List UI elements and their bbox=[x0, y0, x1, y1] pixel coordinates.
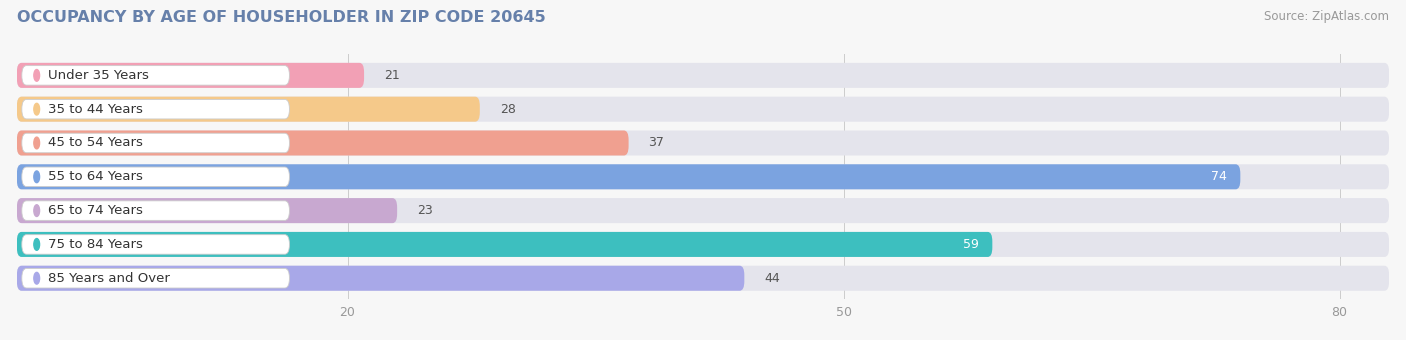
Circle shape bbox=[34, 103, 39, 115]
FancyBboxPatch shape bbox=[22, 201, 290, 220]
FancyBboxPatch shape bbox=[17, 97, 479, 122]
FancyBboxPatch shape bbox=[17, 164, 1389, 189]
FancyBboxPatch shape bbox=[17, 232, 993, 257]
Text: 65 to 74 Years: 65 to 74 Years bbox=[48, 204, 143, 217]
FancyBboxPatch shape bbox=[22, 66, 290, 85]
FancyBboxPatch shape bbox=[22, 167, 290, 187]
FancyBboxPatch shape bbox=[22, 133, 290, 153]
FancyBboxPatch shape bbox=[17, 97, 1389, 122]
FancyBboxPatch shape bbox=[22, 269, 290, 288]
Text: 28: 28 bbox=[499, 103, 516, 116]
Text: 75 to 84 Years: 75 to 84 Years bbox=[48, 238, 143, 251]
FancyBboxPatch shape bbox=[17, 232, 1389, 257]
Text: 21: 21 bbox=[384, 69, 399, 82]
Circle shape bbox=[34, 205, 39, 217]
Text: Under 35 Years: Under 35 Years bbox=[48, 69, 149, 82]
Text: 45 to 54 Years: 45 to 54 Years bbox=[48, 136, 143, 150]
Circle shape bbox=[34, 272, 39, 284]
Text: 44: 44 bbox=[765, 272, 780, 285]
FancyBboxPatch shape bbox=[17, 164, 1240, 189]
Text: 55 to 64 Years: 55 to 64 Years bbox=[48, 170, 143, 183]
FancyBboxPatch shape bbox=[17, 131, 1389, 155]
FancyBboxPatch shape bbox=[17, 198, 396, 223]
Text: Source: ZipAtlas.com: Source: ZipAtlas.com bbox=[1264, 10, 1389, 23]
FancyBboxPatch shape bbox=[17, 63, 364, 88]
FancyBboxPatch shape bbox=[17, 131, 628, 155]
FancyBboxPatch shape bbox=[17, 266, 1389, 291]
Text: 59: 59 bbox=[963, 238, 979, 251]
Circle shape bbox=[34, 239, 39, 250]
FancyBboxPatch shape bbox=[22, 99, 290, 119]
Text: 23: 23 bbox=[418, 204, 433, 217]
Text: OCCUPANCY BY AGE OF HOUSEHOLDER IN ZIP CODE 20645: OCCUPANCY BY AGE OF HOUSEHOLDER IN ZIP C… bbox=[17, 10, 546, 25]
Text: 37: 37 bbox=[648, 136, 664, 150]
FancyBboxPatch shape bbox=[17, 63, 1389, 88]
FancyBboxPatch shape bbox=[17, 198, 1389, 223]
FancyBboxPatch shape bbox=[17, 266, 744, 291]
Circle shape bbox=[34, 171, 39, 183]
Text: 74: 74 bbox=[1211, 170, 1227, 183]
Circle shape bbox=[34, 137, 39, 149]
Text: 35 to 44 Years: 35 to 44 Years bbox=[48, 103, 143, 116]
Circle shape bbox=[34, 69, 39, 81]
FancyBboxPatch shape bbox=[22, 235, 290, 254]
Text: 85 Years and Over: 85 Years and Over bbox=[48, 272, 170, 285]
